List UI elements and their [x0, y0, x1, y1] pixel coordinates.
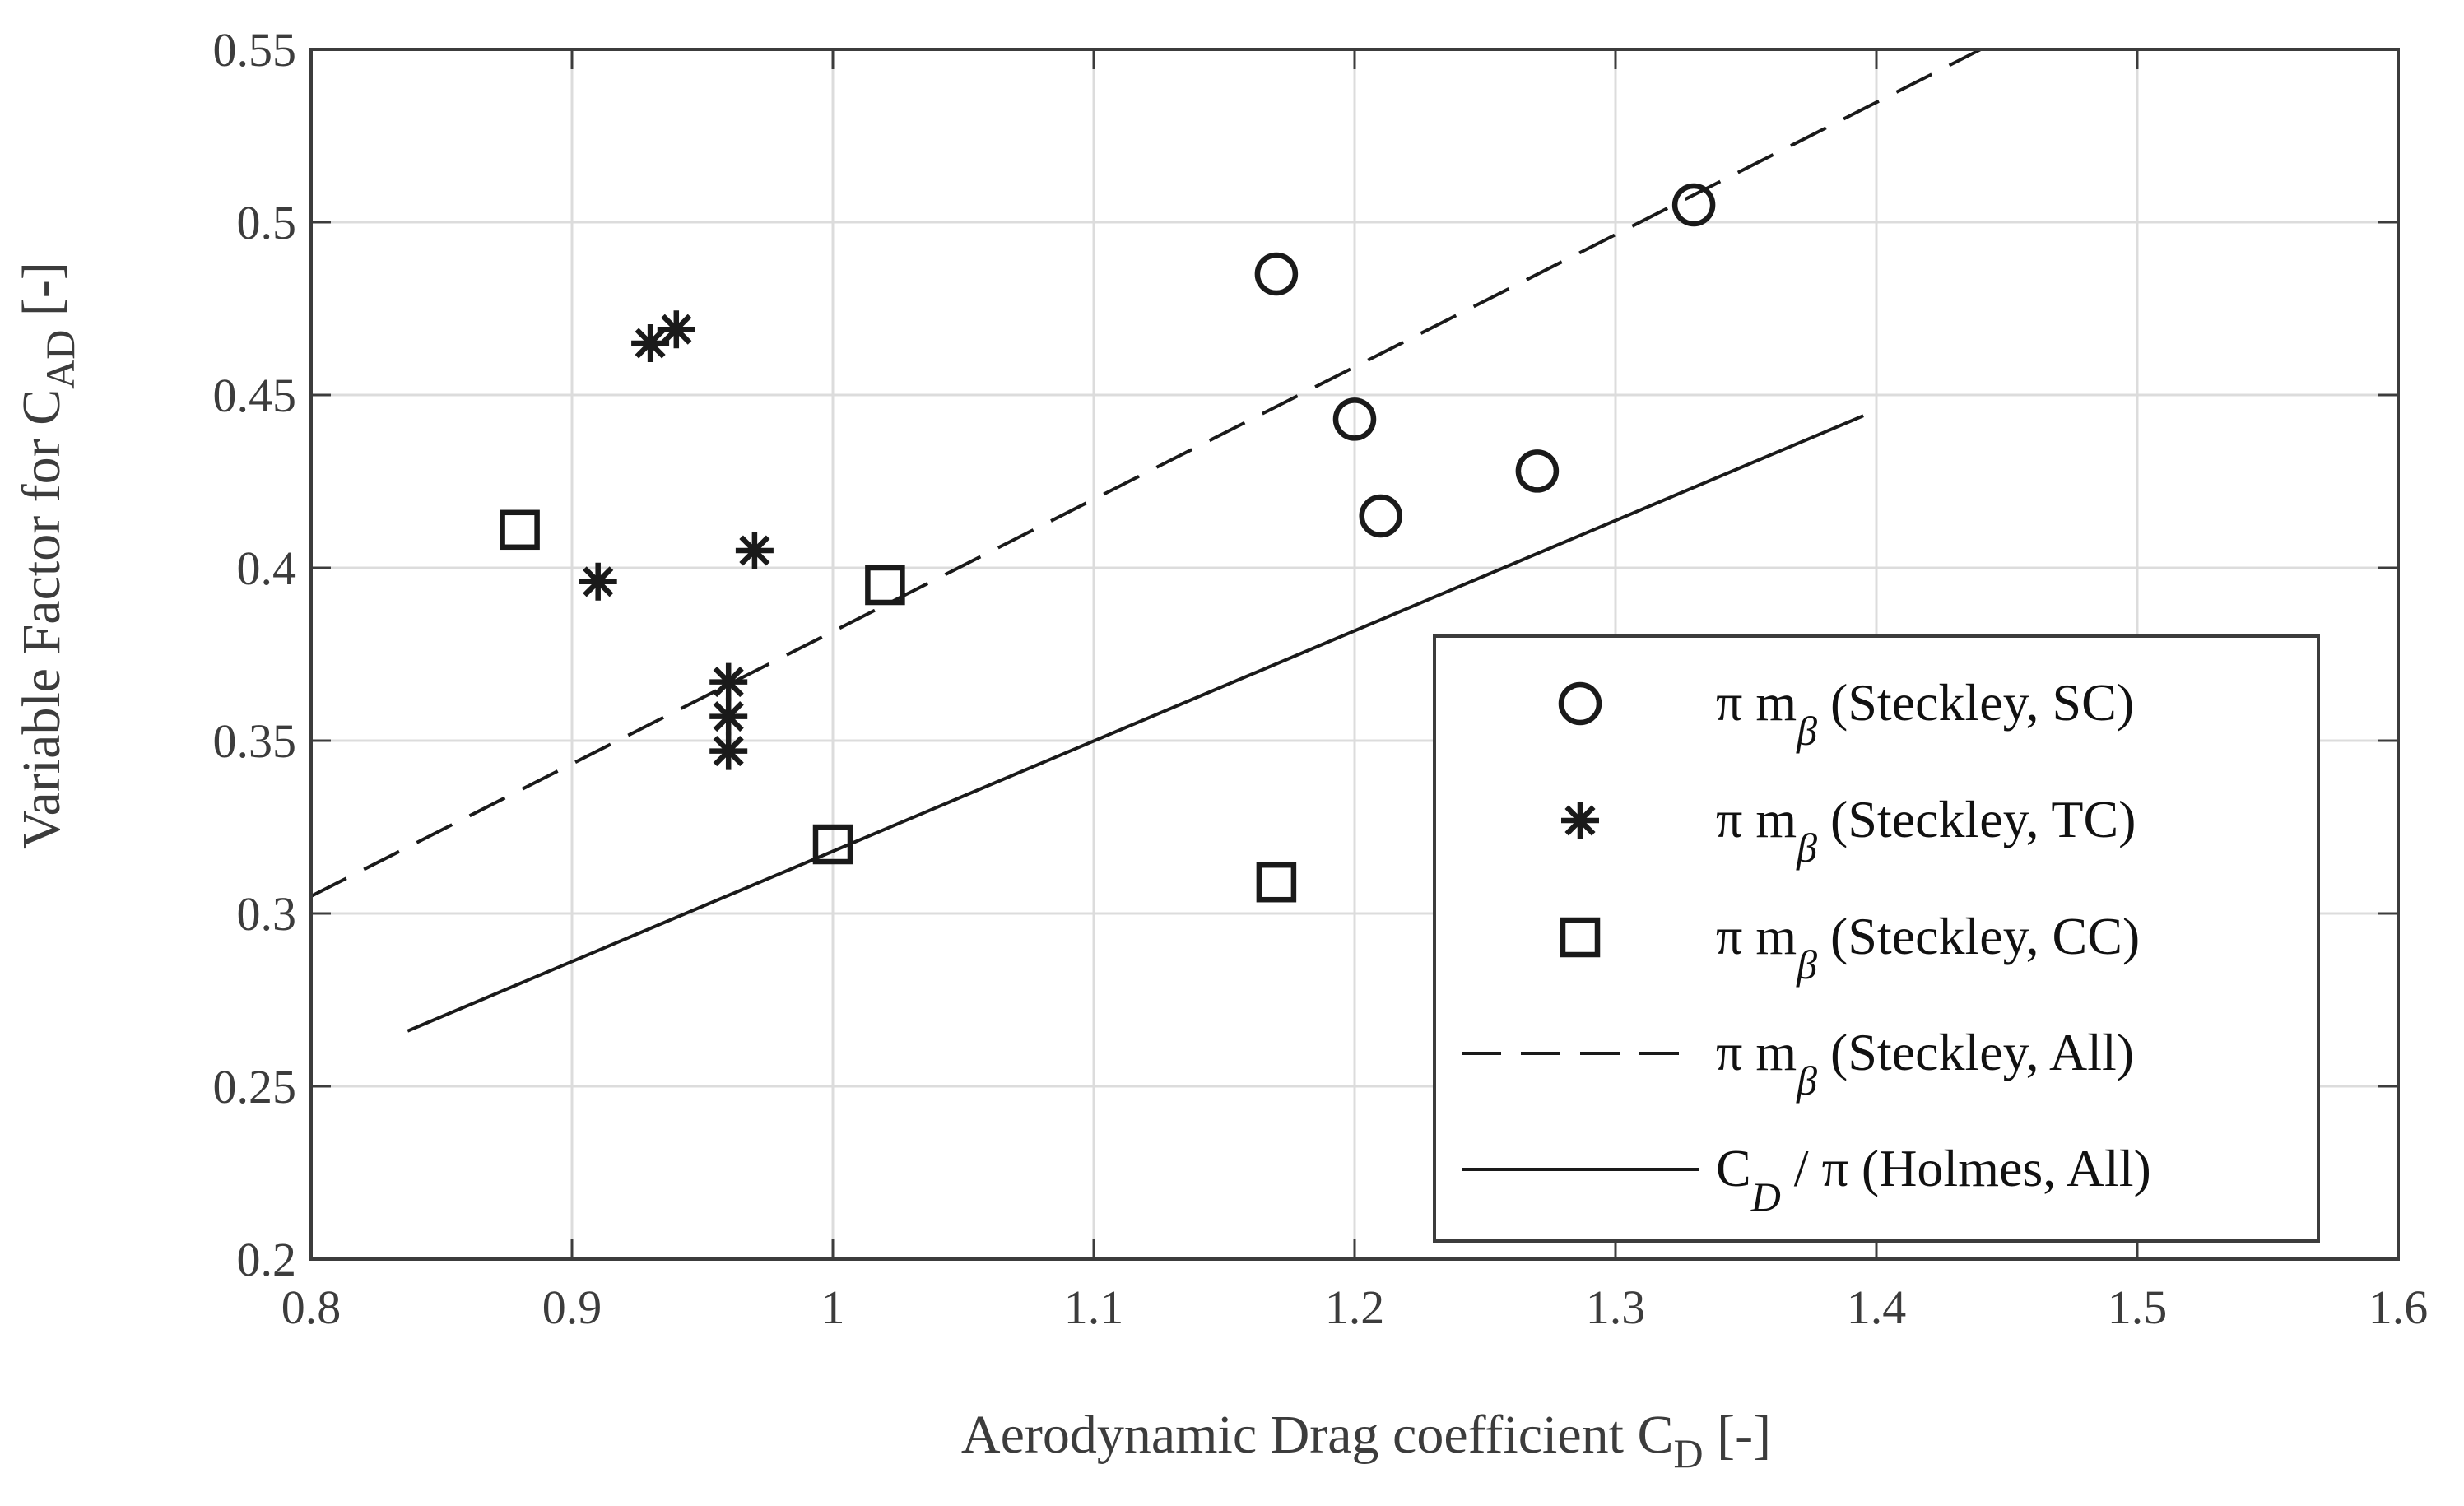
- x-tick-label: 1.1: [1064, 1281, 1124, 1334]
- ticks: 0.8 0.9 1 1.1 1.2 1.3 1.4 1.5 1.6 0.2 0.25 0.3 0.35 0…: [213, 23, 2429, 1334]
- legend-label: CD / π (Holmes, All): [1716, 1139, 2151, 1220]
- y-tick-label: 0.35: [213, 714, 297, 768]
- y-tick-label: 0.5: [237, 196, 297, 249]
- data-point-asterisk: [709, 662, 748, 701]
- plot-area: [310, 48, 1982, 1033]
- data-point-circle: [1671, 183, 1716, 227]
- legend-box: [1433, 634, 2320, 1243]
- x-tick-label: 0.9: [542, 1281, 602, 1334]
- legend-label: π mβ (Steckley, All): [1716, 1023, 2134, 1104]
- x-tick-label: 1.6: [2369, 1281, 2429, 1334]
- data-point-square: [865, 565, 905, 606]
- y-tick-label: 0.2: [237, 1233, 297, 1286]
- legend-label: π mβ (Steckley, CC): [1716, 907, 2140, 988]
- legend-marker-asterisk: [1561, 802, 1599, 839]
- data-point-circle: [1254, 252, 1299, 296]
- y-tick-label: 0.55: [213, 23, 297, 77]
- legend: π mβ (Steckley, SC) π mβ (Steckley, TC) π …: [1433, 634, 2320, 1243]
- data-point-asterisk: [657, 310, 695, 349]
- fit-line-dashed: [310, 48, 1982, 898]
- legend-marker-circle: [1558, 681, 1602, 726]
- y-tick-label: 0.3: [237, 887, 297, 941]
- data-point-asterisk: [709, 732, 748, 770]
- y-tick-label: 0.4: [237, 542, 297, 595]
- data-point-asterisk: [579, 562, 617, 601]
- x-tick-label: 1: [821, 1281, 845, 1334]
- data-point-circle: [1359, 494, 1402, 538]
- y-tick-label: 0.45: [213, 369, 297, 422]
- data-point-square: [1256, 862, 1297, 903]
- fit-line-solid: [407, 414, 1864, 1033]
- data-point-asterisk: [631, 324, 670, 362]
- data-point-asterisk: [735, 532, 774, 569]
- x-tick-label: 1.4: [1847, 1281, 1907, 1334]
- legend-marker-square: [1560, 917, 1601, 958]
- y-axis-label: Variable Factor for CAD [-]: [12, 262, 83, 849]
- data-point-circle: [1332, 397, 1377, 441]
- x-tick-label: 1.5: [2108, 1281, 2168, 1334]
- x-axis-label: Aerodynamic Drag coefficient CD [-]: [961, 1405, 1771, 1476]
- x-tick-label: 1.3: [1586, 1281, 1646, 1334]
- data-point-asterisk: [709, 697, 748, 736]
- data-point-square: [500, 509, 540, 551]
- data-point-circle: [1515, 449, 1560, 493]
- x-tick-label: 1.2: [1325, 1281, 1385, 1334]
- x-tick-label: 0.8: [281, 1281, 342, 1334]
- legend-label: π mβ (Steckley, TC): [1716, 790, 2136, 871]
- legend-label: π mβ (Steckley, SC): [1716, 673, 2134, 754]
- y-tick-label: 0.25: [213, 1060, 297, 1113]
